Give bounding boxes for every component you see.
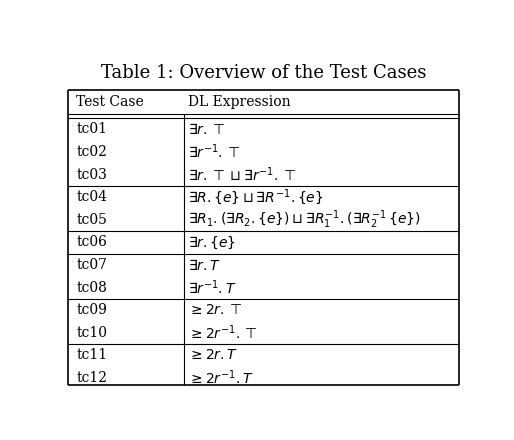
Text: tc10: tc10 — [76, 326, 107, 340]
Text: tc08: tc08 — [76, 281, 107, 295]
Text: $\geq 2r.\top$: $\geq 2r.\top$ — [188, 303, 242, 317]
Text: $\exists r.\top$: $\exists r.\top$ — [188, 122, 225, 137]
Text: $\exists r^{-1}.T$: $\exists r^{-1}.T$ — [188, 278, 236, 297]
Text: $\exists R.\{e\} \sqcup \exists R^{-1}.\{e\}$: $\exists R.\{e\} \sqcup \exists R^{-1}.\… — [188, 187, 323, 207]
Text: $\exists R_1.(\exists R_2.\{e\}) \sqcup \exists R_1^{-1}.(\exists R_2^{-1}\,\{e\: $\exists R_1.(\exists R_2.\{e\}) \sqcup … — [188, 209, 420, 231]
Text: tc06: tc06 — [76, 235, 107, 249]
Text: $\geq 2r^{-1}.T$: $\geq 2r^{-1}.T$ — [188, 369, 253, 387]
Text: Test Case: Test Case — [76, 95, 144, 109]
Text: tc01: tc01 — [76, 122, 107, 136]
Text: tc11: tc11 — [76, 348, 107, 363]
Text: Table 1: Overview of the Test Cases: Table 1: Overview of the Test Cases — [101, 64, 426, 82]
Text: tc03: tc03 — [76, 168, 107, 182]
Text: $\exists r.\top \sqcup \exists r^{-1}.\top$: $\exists r.\top \sqcup \exists r^{-1}.\t… — [188, 165, 296, 184]
Text: $\exists r^{-1}.\top$: $\exists r^{-1}.\top$ — [188, 143, 241, 161]
Text: tc04: tc04 — [76, 190, 107, 204]
Text: tc12: tc12 — [76, 371, 107, 385]
Text: tc09: tc09 — [76, 303, 107, 317]
Text: DL Expression: DL Expression — [188, 95, 290, 109]
Text: tc05: tc05 — [76, 213, 107, 227]
Text: tc07: tc07 — [76, 258, 107, 272]
Text: $\geq 2r.T$: $\geq 2r.T$ — [188, 348, 238, 363]
Text: $\exists r.T$: $\exists r.T$ — [188, 257, 221, 272]
Text: tc02: tc02 — [76, 145, 107, 159]
Text: $\exists r.\{e\}$: $\exists r.\{e\}$ — [188, 234, 236, 250]
Text: $\geq 2r^{-1}.\top$: $\geq 2r^{-1}.\top$ — [188, 323, 258, 342]
